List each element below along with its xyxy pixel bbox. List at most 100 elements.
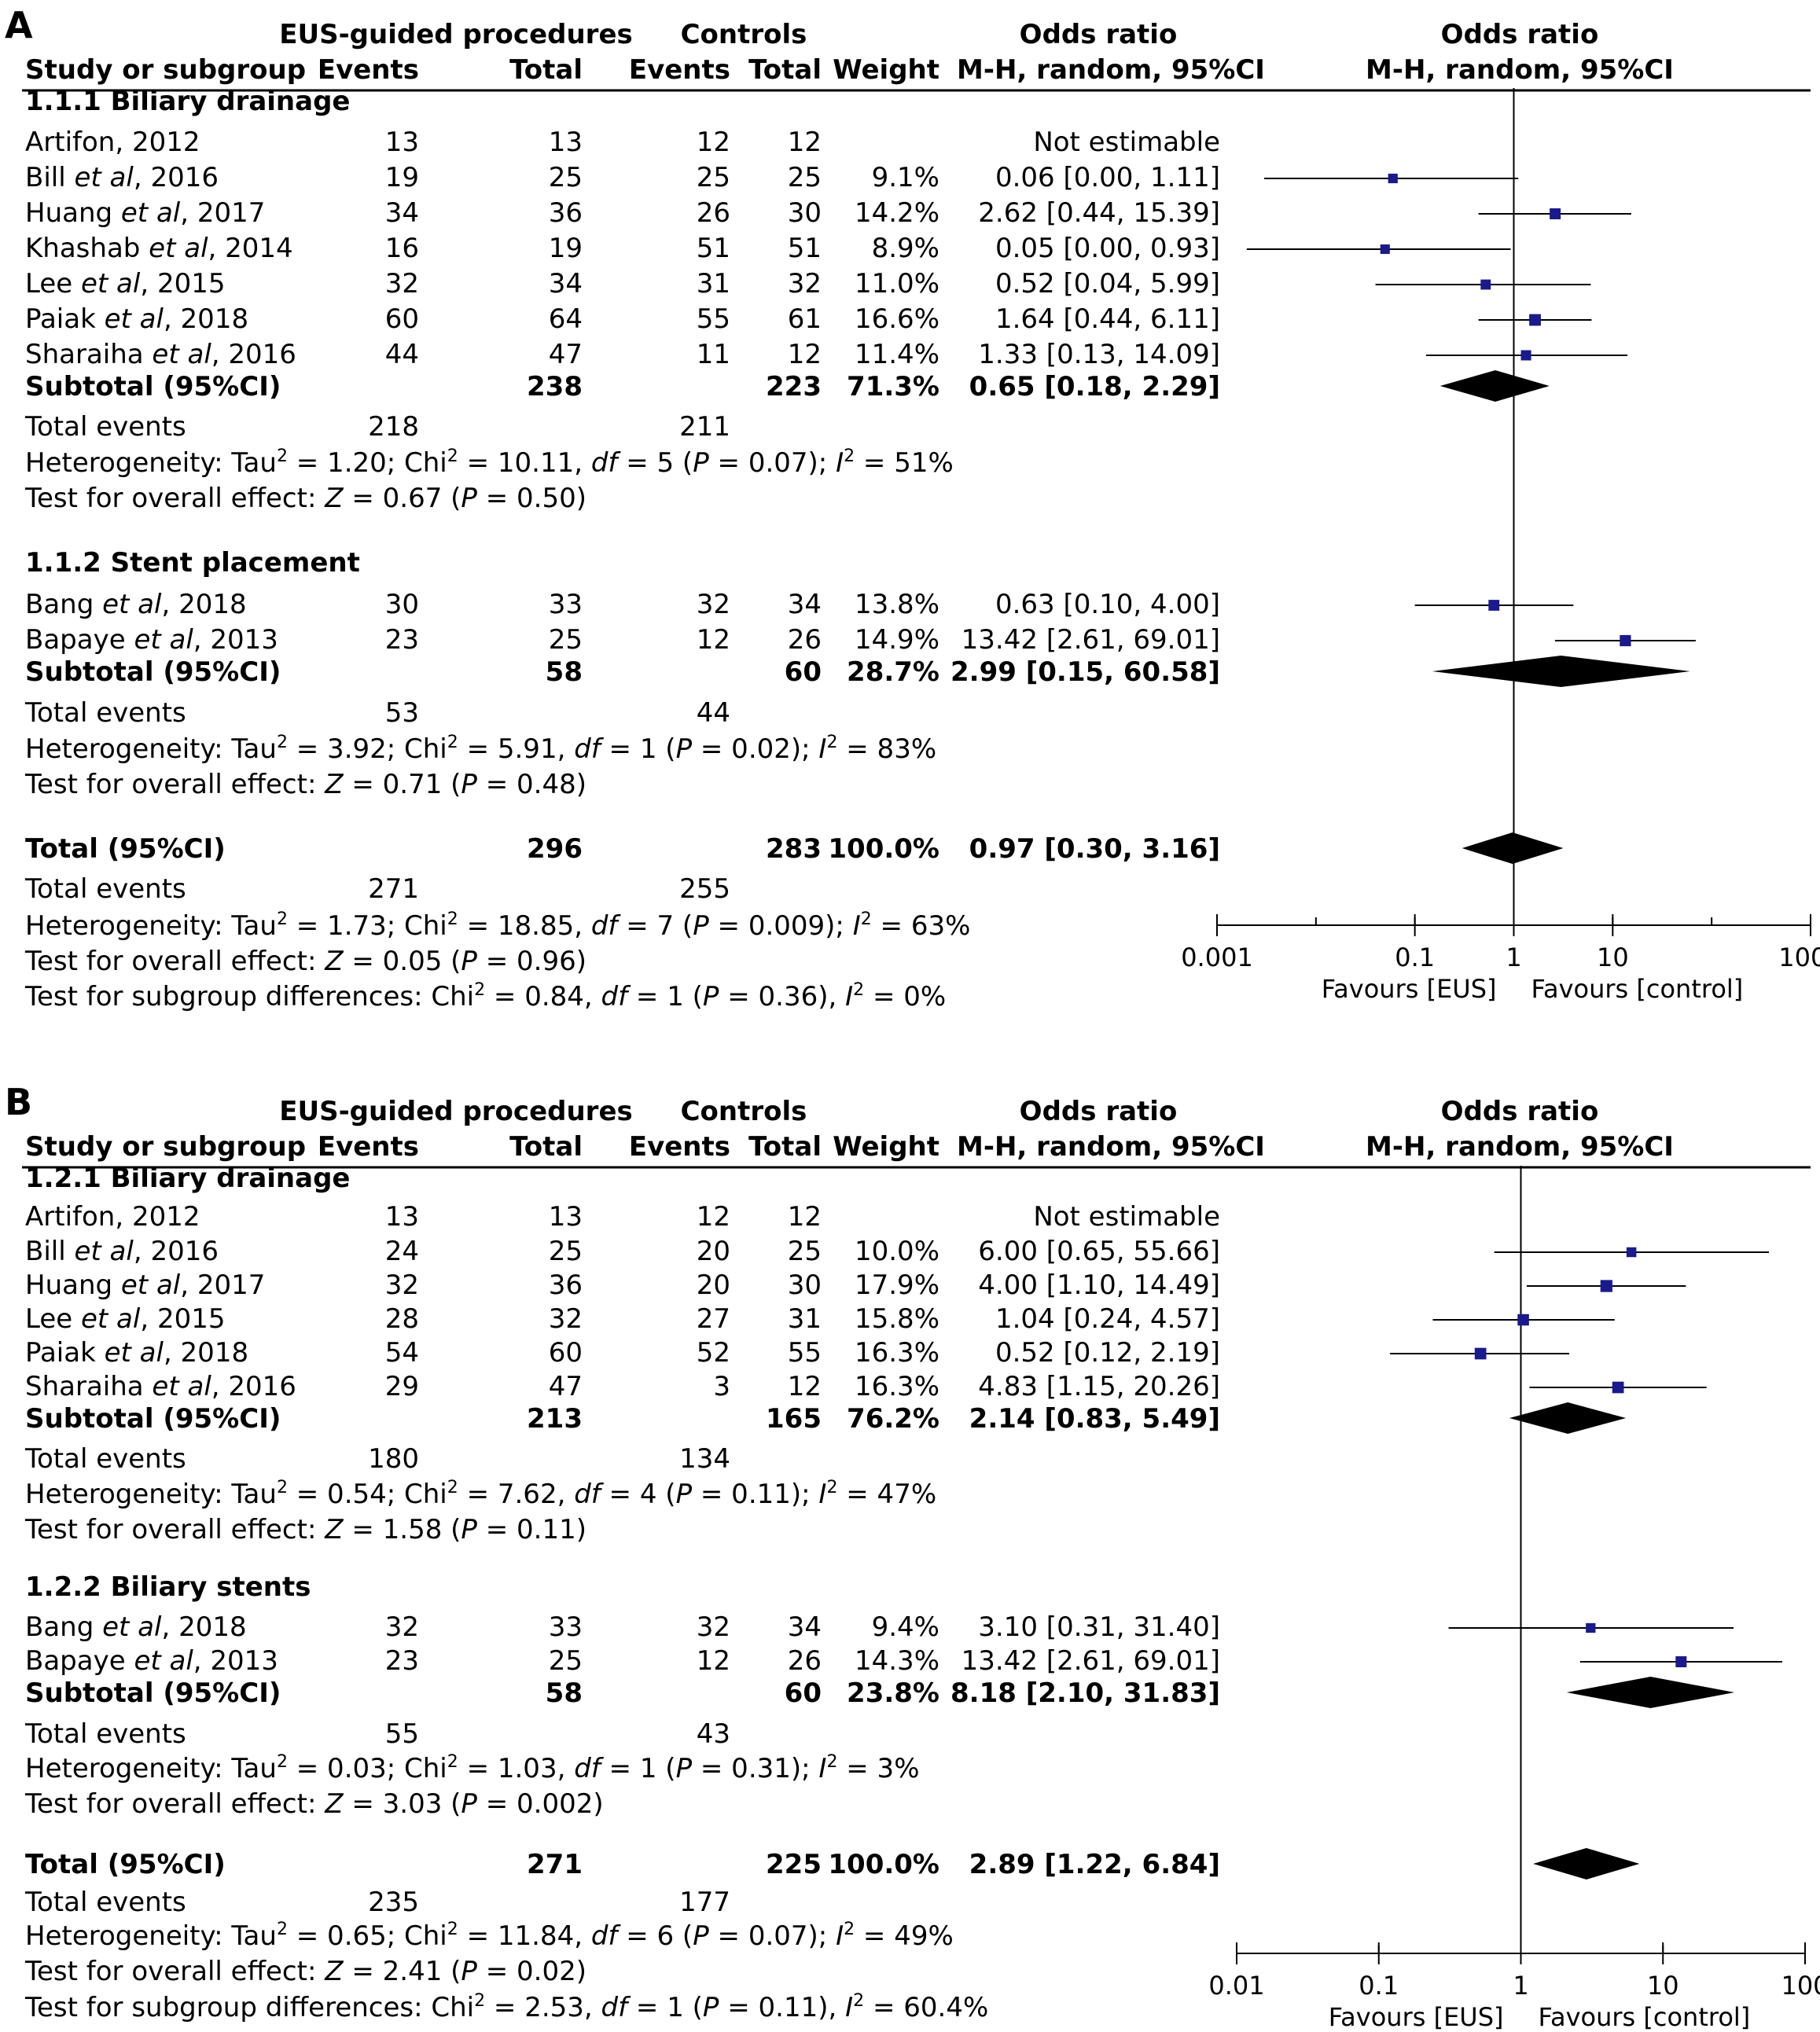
overall-effect-text: Test for overall effect: Z = 0.71 (P = 0… <box>24 769 586 800</box>
study-name: Lee et al, 2015 <box>25 1303 226 1335</box>
study-weight: 16.3% <box>855 1337 939 1369</box>
x-tick-label: 1 <box>1513 1971 1528 2001</box>
total-control: 25 <box>788 1236 822 1267</box>
study-ci: 0.05 [0.00, 0.93] <box>995 233 1220 264</box>
subgroup-title: 1.1.1 Biliary drainage <box>25 86 350 117</box>
overall-heterogeneity-text: Heterogeneity: Tau2​ = 1.73; Chi2​ = 18.… <box>25 909 970 942</box>
study-weight: 9.4% <box>872 1611 939 1643</box>
events-eus: 54 <box>385 1337 419 1369</box>
overall-test-text: Test for overall effect: Z = 2.41 (P = 0… <box>24 1956 586 1987</box>
study-ci: 0.63 [0.10, 4.00] <box>995 589 1220 620</box>
total-events-control: 44 <box>697 697 730 729</box>
header-group2: Controls <box>681 1096 807 1127</box>
header-study: Study or subgroup <box>25 54 306 86</box>
forest-panel-b: B EUS-guided procedures Controls Odds ratio… <box>5 1081 1820 2032</box>
header-effect-method: M-H, random, 95%CI <box>957 54 1265 86</box>
events-eus: 13 <box>385 127 419 158</box>
total-ci: 0.97 [0.30, 3.16] <box>969 833 1220 865</box>
subtotal-total-control: 165 <box>766 1403 822 1435</box>
overall-events-eus: 235 <box>368 1887 419 1918</box>
header-plot-method: M-H, random, 95%CI <box>1366 54 1674 86</box>
events-eus: 19 <box>385 162 419 193</box>
events-eus: 16 <box>385 233 419 264</box>
study-marker <box>1626 1247 1637 1258</box>
study-ci: 6.00 [0.65, 55.66] <box>978 1236 1220 1267</box>
total-control: 225 <box>766 1849 822 1880</box>
events-control: 32 <box>697 589 730 620</box>
study-ci: Not estimable <box>1033 1201 1220 1233</box>
header-study: Study or subgroup <box>25 1131 306 1163</box>
subtotal-weight: 23.8% <box>847 1677 939 1709</box>
subtotal-total-control: 223 <box>766 371 822 402</box>
study-name: Khashab et al, 2014 <box>25 233 293 264</box>
total-ci: 2.89 [1.22, 6.84] <box>969 1849 1220 1880</box>
header-total-2: Total <box>748 1131 822 1163</box>
study-ci: 3.10 [0.31, 31.40] <box>978 1611 1220 1643</box>
overall-events-label: Total events <box>24 1887 186 1918</box>
x-tick-label: 0.001 <box>1181 943 1253 972</box>
subtotal-label: Subtotal (95%CI) <box>25 371 281 402</box>
subtotal-ci: 0.65 [0.18, 2.29] <box>969 371 1220 402</box>
total-control: 12 <box>788 1201 822 1233</box>
subtotal-total-control: 60 <box>785 1677 822 1709</box>
pooled-diamond <box>1533 1848 1640 1880</box>
total-eus: 296 <box>527 833 583 865</box>
overall-effect-text: Test for overall effect: Z = 3.03 (P = 0… <box>24 1788 604 1820</box>
study-name: Bill et al, 2016 <box>25 162 219 193</box>
header-plot-title: Odds ratio <box>1441 19 1599 50</box>
events-eus: 24 <box>385 1236 419 1267</box>
events-control: 25 <box>697 162 730 193</box>
study-marker <box>1550 208 1561 219</box>
study-marker <box>1529 314 1541 326</box>
events-control: 26 <box>697 197 730 229</box>
events-control: 3 <box>713 1371 730 1402</box>
subtotal-total-control: 60 <box>785 656 822 688</box>
subgroup-difference-text: Test for subgroup differences: Chi2​ = 2… <box>24 1991 988 2023</box>
subtotal-ci: 8.18 [2.10, 31.83] <box>950 1677 1220 1709</box>
study-ci: 4.83 [1.15, 20.26] <box>978 1371 1220 1402</box>
overall-events-control: 177 <box>679 1887 730 1918</box>
heterogeneity-text: Heterogeneity: Tau2​ = 0.54; Chi2​ = 7.6… <box>25 1478 936 1510</box>
total-eus: 47 <box>549 1371 583 1402</box>
study-weight: 15.8% <box>855 1303 939 1335</box>
header-effect-title: Odds ratio <box>1020 19 1178 50</box>
total-control: 34 <box>788 1611 822 1643</box>
study-marker <box>1620 634 1631 647</box>
study-ci: 4.00 [1.10, 14.49] <box>978 1270 1220 1301</box>
header-events-1: Events <box>318 1131 419 1163</box>
events-control: 32 <box>697 1611 730 1643</box>
pooled-diamond <box>1439 370 1550 402</box>
events-eus: 13 <box>385 1201 419 1233</box>
header-group2: Controls <box>681 19 807 50</box>
overall-events-label: Total events <box>24 873 186 905</box>
events-control: 55 <box>697 303 730 335</box>
events-control: 51 <box>697 233 730 264</box>
study-name: Bang et al, 2018 <box>25 589 247 620</box>
total-control: 61 <box>788 303 822 335</box>
study-name: Bapaye et al, 2013 <box>25 624 278 656</box>
subgroup-title: 1.1.2 Stent placement <box>25 547 360 579</box>
favours-control-label: Favours [control] <box>1539 2002 1751 2032</box>
total-control: 30 <box>788 1270 822 1301</box>
study-name: Huang et al, 2017 <box>25 197 265 229</box>
total-eus: 25 <box>549 1645 583 1677</box>
total-eus: 60 <box>549 1337 583 1369</box>
panel-letter: B <box>5 1081 32 1123</box>
subtotal-ci: 2.14 [0.83, 5.49] <box>969 1403 1220 1435</box>
overall-effect-text: Test for overall effect: Z = 0.67 (P = 0… <box>24 483 586 514</box>
study-name: Sharaiha et al, 2016 <box>25 339 296 370</box>
study-marker <box>1480 279 1491 290</box>
total-eus: 13 <box>549 1201 583 1233</box>
total-eus: 271 <box>527 1849 583 1880</box>
study-name: Huang et al, 2017 <box>25 1270 265 1301</box>
study-name: Artifon, 2012 <box>25 1201 200 1233</box>
overall-effect-text: Test for overall effect: Z = 1.58 (P = 0… <box>24 1514 586 1545</box>
study-name: Paiak et al, 2018 <box>25 1337 248 1369</box>
header-weight: Weight <box>833 54 939 86</box>
subtotal-total-eus: 58 <box>546 656 583 688</box>
events-eus: 34 <box>385 197 419 229</box>
total-weight: 100.0% <box>828 1849 939 1880</box>
header-total-2: Total <box>748 54 822 86</box>
total-control: 51 <box>788 233 822 264</box>
total-events-label: Total events <box>24 1443 186 1475</box>
